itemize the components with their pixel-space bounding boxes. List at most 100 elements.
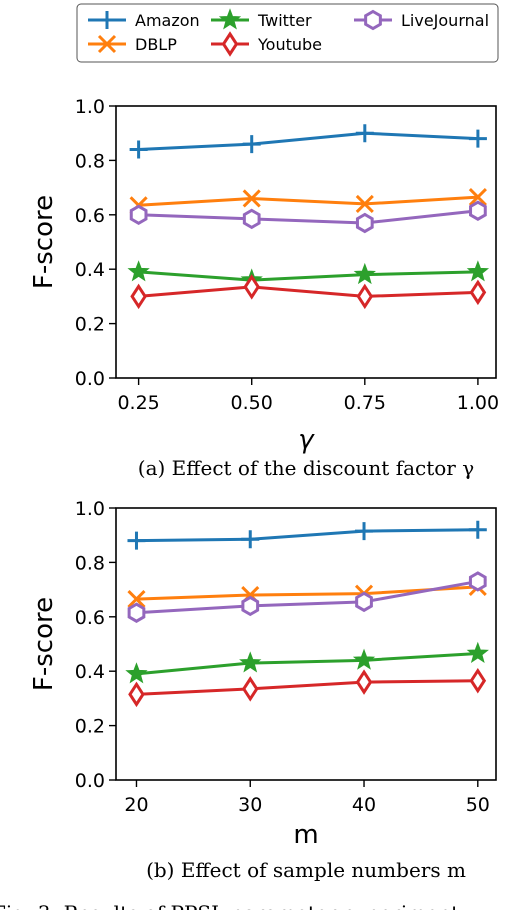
y-tick-label: 0.8 — [75, 150, 105, 172]
figure-caption: Fig. 3: Results of PPSL parameter experi… — [0, 901, 459, 910]
legend: Amazon DBLP Twitter Youtube LiveJournal — [76, 3, 499, 63]
data-point-dblp-3 — [355, 194, 374, 213]
data-point-twitter-4 — [466, 260, 490, 282]
y-axis-label: F-score — [29, 597, 59, 691]
y-axis-label: F-score — [29, 195, 59, 289]
series-line-twitter — [136, 652, 478, 676]
series-line-livejournal — [138, 209, 479, 225]
legend-label: Twitter — [257, 11, 312, 30]
series-amazon — [127, 520, 487, 550]
y-tick-label: 0.8 — [75, 552, 105, 574]
data-point-amazon-2 — [242, 135, 261, 154]
series-livejournal — [127, 571, 487, 623]
series-line-amazon — [136, 528, 478, 543]
series-line-dblp — [136, 585, 478, 601]
data-point-twitter-1 — [125, 662, 148, 684]
series-line-dblp — [138, 195, 478, 207]
data-point-amazon-4 — [468, 520, 487, 539]
series-line-twitter — [138, 270, 478, 282]
y-tick-label: 0.0 — [75, 368, 105, 390]
series-twitter — [125, 641, 489, 684]
data-point-dblp-4 — [468, 188, 487, 207]
diamond-marker-icon — [221, 31, 239, 57]
x-tick-label: 0.50 — [231, 392, 273, 414]
legend-item-amazon: Amazon — [88, 11, 200, 30]
data-point-amazon-1 — [129, 140, 148, 159]
chart-panel-a: 0.0 0.2 0.4 0.6 0.8 1.0 0.25 0.50 0.75 1.00 F-scor… — [29, 96, 499, 480]
x-tick-label: 0.75 — [344, 392, 386, 414]
plus-marker-icon — [98, 11, 116, 29]
y-tick-label: 1.0 — [75, 498, 105, 520]
data-point-amazon-3 — [355, 522, 374, 541]
data-point-twitter-2 — [239, 651, 262, 673]
data-point-dblp-1 — [127, 590, 146, 609]
y-tick-label: 1.0 — [75, 96, 105, 118]
y-tick-label: 0.6 — [75, 607, 105, 629]
data-point-livejournal-4 — [468, 571, 487, 592]
y-tick-label: 0.4 — [75, 259, 105, 281]
data-point-youtube-1 — [130, 283, 147, 310]
data-point-youtube-1 — [128, 681, 145, 708]
series-dblp — [129, 188, 487, 215]
y-tick-label: 0.6 — [75, 205, 105, 227]
data-point-amazon-3 — [355, 124, 374, 143]
series-livejournal — [129, 200, 487, 234]
data-point-amazon-1 — [127, 531, 146, 550]
x-tick-label: 1.00 — [457, 392, 499, 414]
legend-item-youtube: Youtube — [211, 31, 322, 57]
data-point-youtube-3 — [355, 669, 373, 695]
y-tick-label: 0.2 — [75, 314, 105, 336]
data-point-youtube-2 — [243, 274, 261, 300]
x-axis-label: γ — [298, 425, 315, 455]
series-line-youtube — [136, 679, 478, 696]
data-point-twitter-1 — [127, 260, 150, 282]
x-tick-label: 40 — [352, 794, 376, 816]
hexagon-marker-icon — [364, 9, 382, 31]
data-point-amazon-2 — [241, 530, 260, 549]
data-point-youtube-2 — [241, 676, 259, 702]
legend-item-dblp: DBLP — [88, 34, 177, 54]
legend-label: Amazon — [135, 11, 200, 30]
plot-frame — [115, 105, 497, 379]
data-point-dblp-2 — [242, 189, 261, 208]
star-marker-icon — [218, 8, 242, 30]
data-point-livejournal-3 — [355, 591, 373, 613]
x-tick-label: 20 — [124, 794, 148, 816]
plot-frame — [115, 507, 497, 781]
y-tick-label: 0.4 — [75, 661, 105, 683]
series-line-amazon — [138, 131, 478, 152]
x-tick-label: 30 — [238, 794, 262, 816]
data-point-livejournal-2 — [241, 595, 260, 617]
legend-item-twitter: Twitter — [211, 8, 312, 30]
series-youtube — [128, 667, 487, 708]
series-amazon — [129, 124, 487, 159]
series-twitter — [127, 260, 490, 290]
series-line-youtube — [138, 285, 478, 298]
legend-item-livejournal: LiveJournal — [354, 9, 489, 31]
series-line-livejournal — [136, 579, 479, 615]
data-point-livejournal-1 — [129, 204, 148, 226]
data-point-youtube-3 — [356, 283, 374, 310]
legend-label: Youtube — [257, 35, 322, 54]
legend-label: DBLP — [135, 35, 177, 54]
x-marker-icon — [97, 34, 117, 54]
legend-box — [76, 3, 499, 63]
legend-label: LiveJournal — [401, 11, 489, 30]
panel-caption: (a) Effect of the discount factor γ — [138, 456, 474, 480]
y-tick-label: 0.2 — [75, 716, 105, 738]
chart-panel-b: 0.0 0.2 0.4 0.6 0.8 1.0 20 30 40 50 F-score m (b) Ef… — [29, 498, 497, 882]
data-point-twitter-4 — [466, 641, 489, 663]
data-point-livejournal-3 — [355, 212, 374, 234]
data-point-amazon-4 — [468, 129, 487, 148]
series-youtube — [130, 274, 487, 310]
x-axis-label: m — [293, 820, 318, 850]
x-tick-label: 50 — [466, 794, 490, 816]
x-tick-label: 0.25 — [117, 392, 159, 414]
y-tick-label: 0.0 — [75, 770, 105, 792]
panel-caption: (b) Effect of sample numbers m — [146, 858, 466, 882]
data-point-livejournal-4 — [469, 200, 487, 221]
data-point-youtube-4 — [469, 667, 487, 694]
data-point-livejournal-2 — [242, 208, 261, 230]
data-point-twitter-3 — [352, 648, 376, 670]
